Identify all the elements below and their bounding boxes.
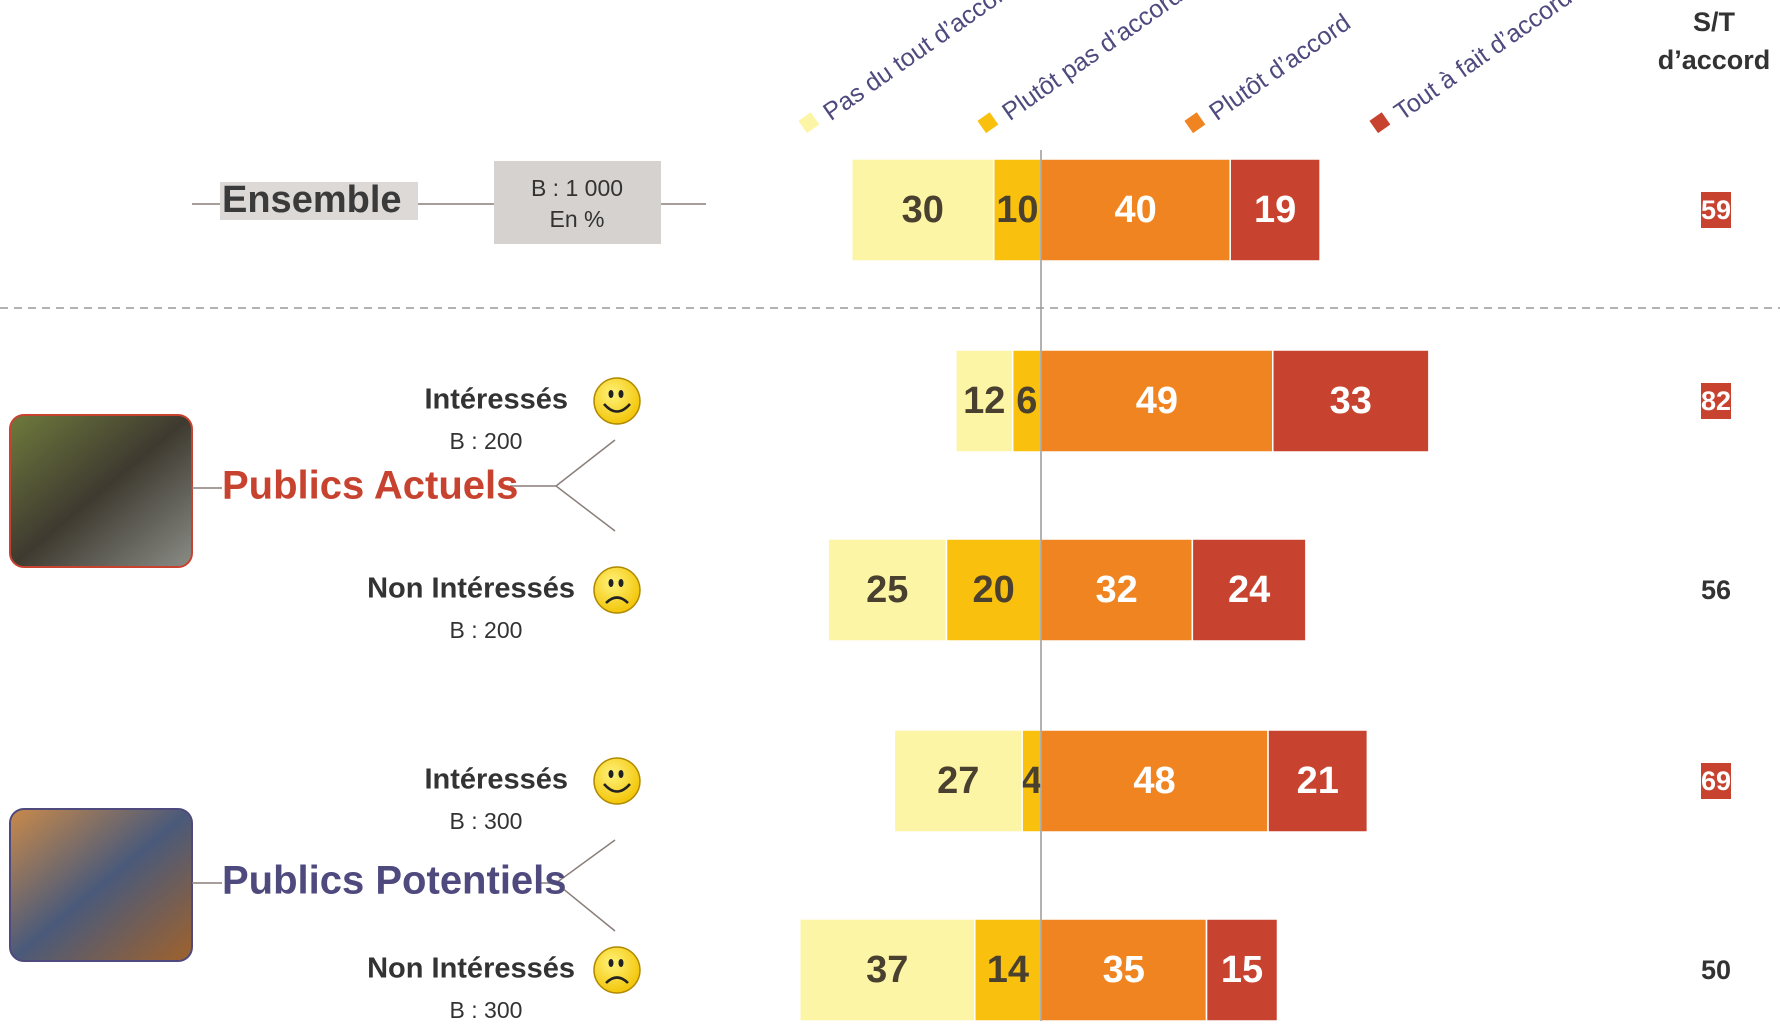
value-label: 48 [1133,760,1175,802]
value-label: 37 [866,949,908,991]
legend-label: Pas du tout d’accord [818,0,1021,126]
value-label: 24 [1228,569,1270,611]
value-label: 21 [1297,760,1339,802]
base-label: B : 300 [450,997,523,1021]
row-label: Intéressés [425,384,569,416]
smiley [594,947,640,993]
group-label: Publics Potentiels [222,859,567,903]
total-value: 56 [1701,575,1731,605]
legend-swatch [977,112,998,133]
value-label: 25 [866,569,908,611]
smiley [619,390,624,398]
value-label: 15 [1221,949,1263,991]
value-label: 14 [987,949,1029,991]
smiley [619,579,624,587]
group-label: Publics Actuels [222,464,518,508]
smiley [609,959,614,967]
chart: Ensemble B : 1 000 En % Pas du tout d’ac… [0,0,1780,1021]
row-label: Non Intéressés [367,953,575,985]
row-label: Non Intéressés [367,573,575,605]
smiley [609,390,614,398]
value-label: 32 [1096,569,1138,611]
smiley [609,770,614,778]
value-label: 19 [1254,189,1296,231]
value-label: 35 [1103,949,1145,991]
legend-label: Plutôt d’accord [1204,9,1356,127]
total-value: 59 [1701,195,1731,225]
value-label: 10 [996,189,1038,231]
value-label: 20 [973,569,1015,611]
value-label: 27 [937,760,979,802]
legend-swatch [1184,112,1205,133]
smiley [619,770,624,778]
legend-swatch [1369,112,1390,133]
value-label: 4 [1021,760,1042,802]
photo [10,809,192,961]
value-label: 12 [963,380,1005,422]
base-label: B : 300 [450,808,523,834]
total-value: 50 [1701,955,1731,985]
value-label: 49 [1136,380,1178,422]
photo [10,415,192,567]
legend-label: Tout à fait d’accord [1389,0,1577,126]
smiley [619,959,624,967]
value-label: 6 [1016,380,1037,422]
smiley [594,758,640,804]
totals-header: S/T [1693,7,1736,37]
unit-note: En % [550,206,605,232]
base-label: B : 1 000 [531,175,623,201]
smiley [594,567,640,613]
totals-header: d’accord [1658,45,1771,75]
total-value: 82 [1701,386,1731,416]
value-label: 33 [1330,380,1372,422]
total-value: 69 [1701,766,1731,796]
branch [556,440,615,531]
smiley [594,378,640,424]
smiley [609,579,614,587]
value-label: 30 [902,189,944,231]
row-label: Intéressés [425,764,569,796]
base-label: B : 200 [450,428,523,454]
row-label: Ensemble [222,179,402,221]
legend-label: Plutôt pas d’accord [997,0,1187,126]
legend-swatch [798,112,819,133]
base-label: B : 200 [450,617,523,643]
value-label: 40 [1114,189,1156,231]
